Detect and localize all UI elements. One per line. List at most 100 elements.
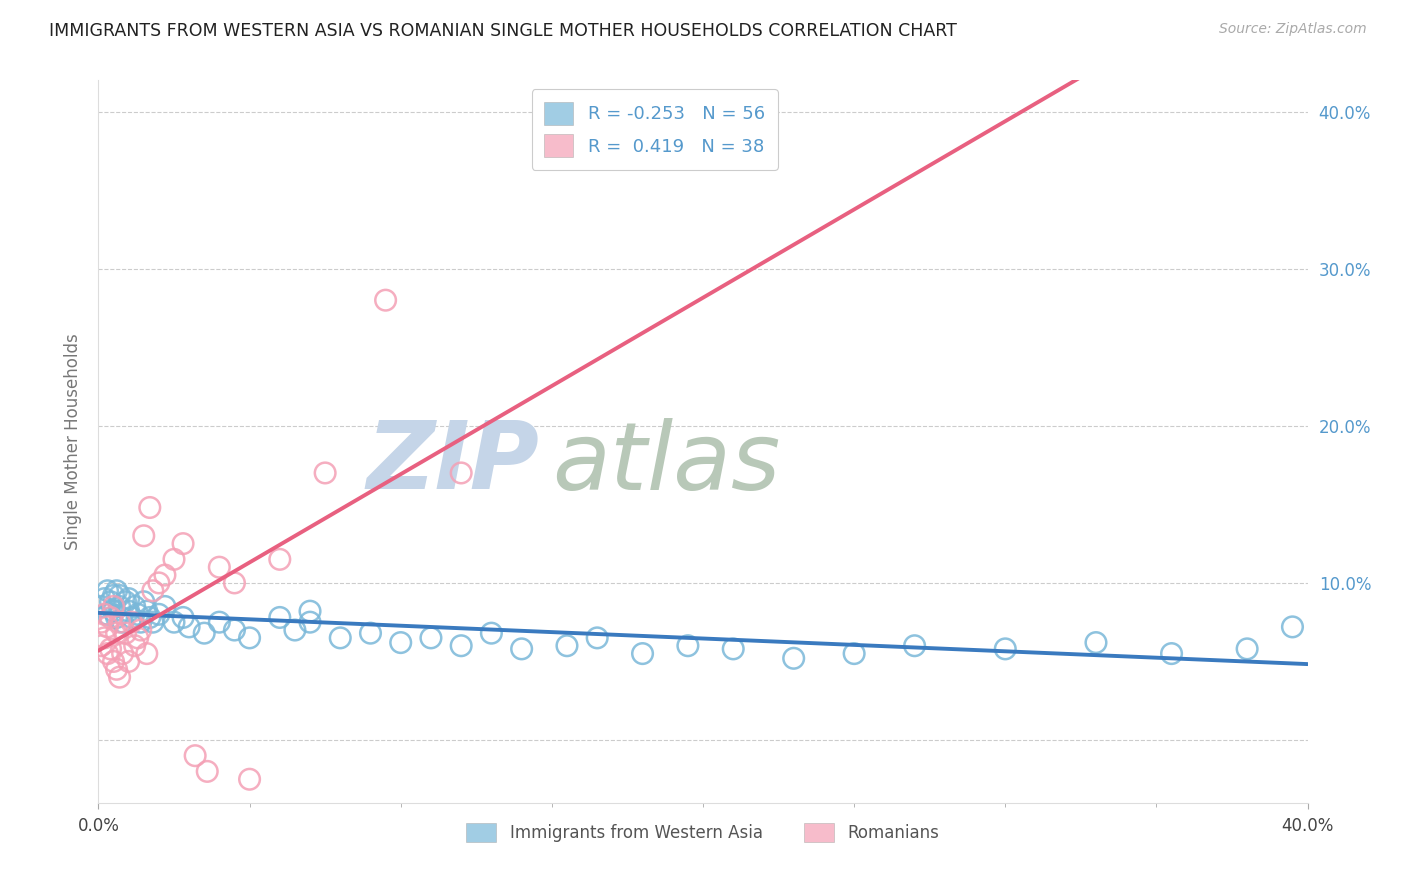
Point bbox=[90, 615, 112, 630]
Point bbox=[100, 641, 122, 656]
Point bbox=[1281, 620, 1303, 634]
Point bbox=[105, 583, 128, 598]
Point bbox=[148, 607, 170, 622]
Point bbox=[132, 529, 155, 543]
Point bbox=[100, 610, 122, 624]
Point bbox=[96, 647, 118, 661]
Point bbox=[783, 651, 806, 665]
Point bbox=[389, 635, 412, 649]
Point bbox=[844, 647, 866, 661]
Point bbox=[114, 595, 136, 609]
Point bbox=[1236, 641, 1258, 656]
Point bbox=[208, 560, 231, 574]
Point bbox=[1160, 647, 1182, 661]
Point bbox=[269, 610, 291, 624]
Point bbox=[172, 536, 194, 550]
Point bbox=[118, 591, 141, 606]
Point bbox=[1085, 635, 1108, 649]
Point bbox=[100, 595, 122, 609]
Point bbox=[105, 610, 128, 624]
Point bbox=[299, 615, 322, 630]
Point bbox=[179, 620, 201, 634]
Point bbox=[450, 639, 472, 653]
Point bbox=[299, 604, 322, 618]
Point bbox=[121, 615, 143, 630]
Point bbox=[224, 575, 246, 590]
Point bbox=[114, 626, 136, 640]
Point bbox=[239, 631, 262, 645]
Point bbox=[124, 639, 146, 653]
Point bbox=[90, 599, 112, 614]
Point bbox=[111, 615, 134, 630]
Point bbox=[450, 466, 472, 480]
Point bbox=[314, 466, 336, 480]
Point bbox=[153, 599, 176, 614]
Point bbox=[118, 604, 141, 618]
Point bbox=[93, 631, 115, 645]
Text: ZIP: ZIP bbox=[367, 417, 540, 509]
Point bbox=[510, 641, 533, 656]
Text: IMMIGRANTS FROM WESTERN ASIA VS ROMANIAN SINGLE MOTHER HOUSEHOLDS CORRELATION CH: IMMIGRANTS FROM WESTERN ASIA VS ROMANIAN… bbox=[49, 22, 957, 40]
Point bbox=[195, 764, 218, 779]
Point bbox=[172, 610, 194, 624]
Point bbox=[118, 655, 141, 669]
Point bbox=[142, 583, 165, 598]
Point bbox=[129, 615, 152, 630]
Point bbox=[586, 631, 609, 645]
Point bbox=[96, 583, 118, 598]
Point bbox=[121, 610, 143, 624]
Point bbox=[103, 599, 125, 614]
Point bbox=[224, 623, 246, 637]
Point bbox=[111, 647, 134, 661]
Point bbox=[153, 568, 176, 582]
Point bbox=[148, 575, 170, 590]
Point bbox=[93, 591, 115, 606]
Point bbox=[676, 639, 699, 653]
Point bbox=[904, 639, 927, 653]
Point bbox=[108, 615, 131, 630]
Point bbox=[193, 626, 215, 640]
Point bbox=[374, 293, 396, 308]
Point bbox=[135, 647, 157, 661]
Point bbox=[124, 599, 146, 614]
Point bbox=[139, 500, 162, 515]
Point bbox=[163, 552, 186, 566]
Point bbox=[163, 615, 186, 630]
Point bbox=[139, 610, 162, 624]
Point bbox=[127, 631, 149, 645]
Point bbox=[127, 607, 149, 622]
Text: atlas: atlas bbox=[551, 417, 780, 508]
Point bbox=[555, 639, 578, 653]
Point bbox=[103, 589, 125, 603]
Point bbox=[105, 662, 128, 676]
Point bbox=[208, 615, 231, 630]
Point bbox=[184, 748, 207, 763]
Point bbox=[108, 589, 131, 603]
Point bbox=[103, 655, 125, 669]
Point bbox=[723, 641, 745, 656]
Point bbox=[108, 599, 131, 614]
Point bbox=[631, 647, 654, 661]
Y-axis label: Single Mother Households: Single Mother Households bbox=[63, 334, 82, 549]
Point bbox=[96, 607, 118, 622]
Point bbox=[142, 615, 165, 630]
Point bbox=[135, 604, 157, 618]
Point bbox=[994, 641, 1017, 656]
Point bbox=[329, 631, 352, 645]
Point bbox=[108, 670, 131, 684]
Point bbox=[105, 626, 128, 640]
Point bbox=[420, 631, 443, 645]
Point bbox=[360, 626, 382, 640]
Point bbox=[93, 607, 115, 622]
Text: Source: ZipAtlas.com: Source: ZipAtlas.com bbox=[1219, 22, 1367, 37]
Point bbox=[129, 623, 152, 637]
Legend: Immigrants from Western Asia, Romanians: Immigrants from Western Asia, Romanians bbox=[460, 816, 946, 848]
Point bbox=[132, 595, 155, 609]
Point bbox=[481, 626, 503, 640]
Point bbox=[103, 604, 125, 618]
Point bbox=[284, 623, 307, 637]
Point bbox=[239, 772, 262, 787]
Point bbox=[90, 639, 112, 653]
Point bbox=[269, 552, 291, 566]
Point bbox=[96, 620, 118, 634]
